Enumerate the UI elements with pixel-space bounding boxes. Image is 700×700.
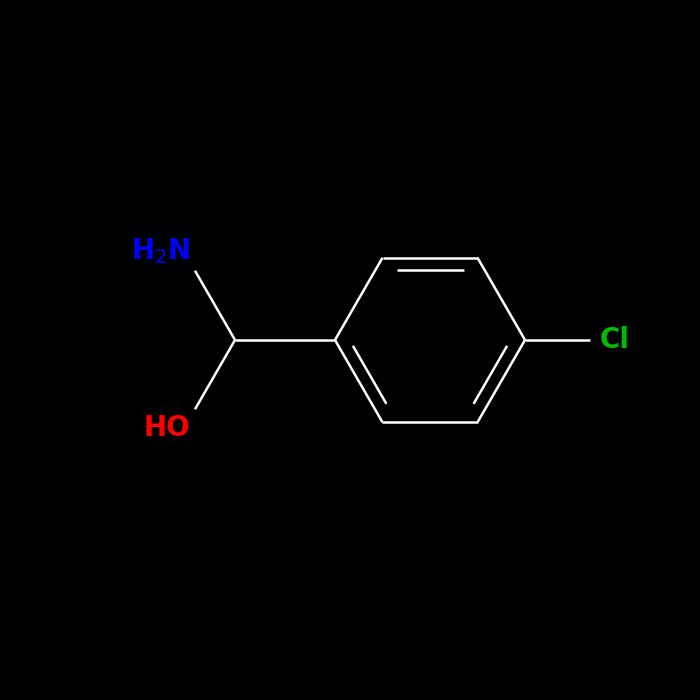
Text: Cl: Cl — [600, 326, 630, 354]
Text: HO: HO — [144, 414, 190, 442]
Text: H$_2$N: H$_2$N — [131, 236, 190, 266]
